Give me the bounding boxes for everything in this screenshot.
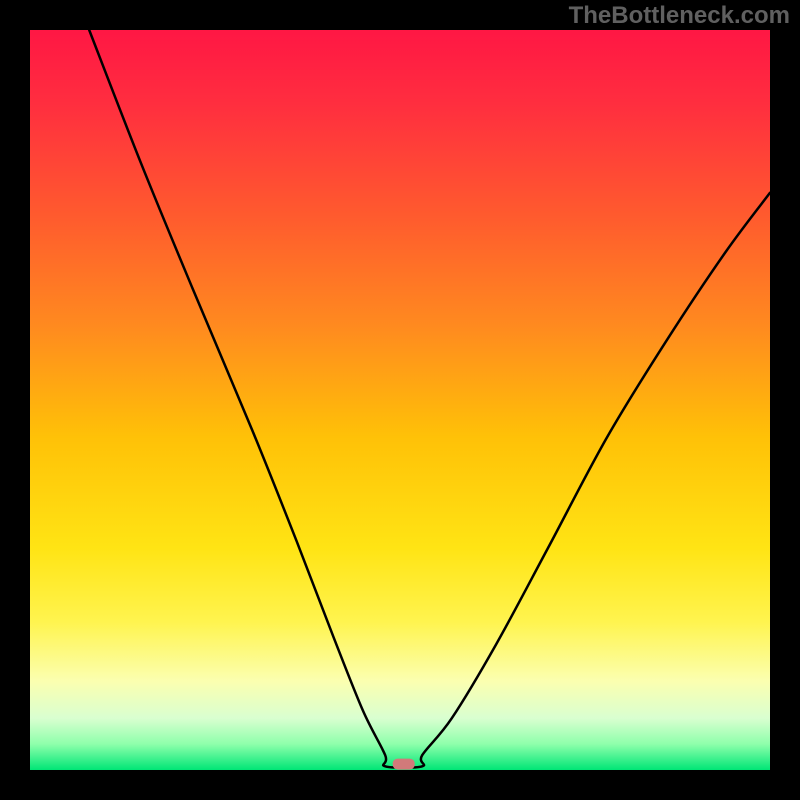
bottleneck-chart: [0, 0, 800, 800]
chart-frame: TheBottleneck.com: [0, 0, 800, 800]
trough-marker: [393, 759, 415, 770]
watermark-text: TheBottleneck.com: [569, 2, 790, 30]
plot-background: [30, 30, 770, 770]
